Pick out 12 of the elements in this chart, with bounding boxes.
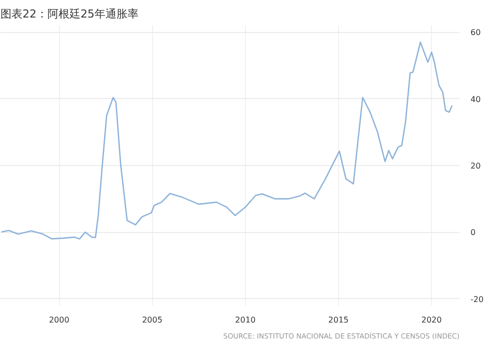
line-series [0, 42, 453, 240]
y-tick-label: 0 [470, 228, 476, 238]
y-tick-label: -20 [470, 294, 484, 304]
chart-title: 图表22：阿根廷25年通胀率 [0, 8, 138, 20]
y-tick-label: 40 [470, 94, 481, 104]
x-tick-label: 2015 [328, 316, 349, 324]
y-tick-label: 60 [470, 28, 481, 38]
x-tick-label: 2005 [142, 316, 162, 324]
x-tick-label: 2000 [48, 316, 70, 324]
x-tick-label: 2020 [421, 316, 442, 324]
x-tick-label: 2010 [235, 316, 256, 324]
y-tick-label: 20 [470, 162, 481, 170]
